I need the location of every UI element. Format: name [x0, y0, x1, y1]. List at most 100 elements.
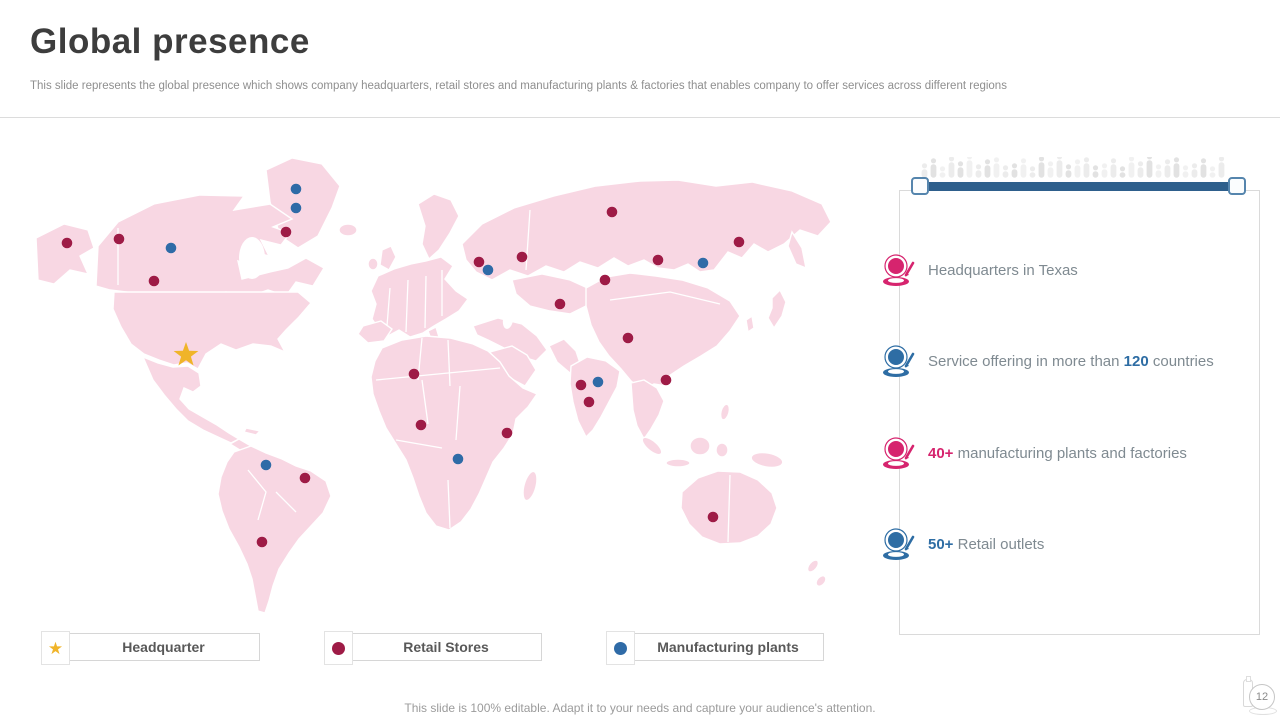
manufacturing-plant-marker	[290, 183, 302, 195]
crowd-silhouette-decoration	[921, 157, 1239, 183]
retail-store-marker	[652, 254, 664, 266]
manufacturing-plant-marker	[290, 202, 302, 214]
person-silhouette-icon	[1218, 157, 1225, 183]
person-silhouette-icon	[921, 163, 928, 183]
person-silhouette-icon	[1029, 165, 1036, 183]
retail-store-marker	[660, 374, 672, 386]
legend-headquarter-label: Headquarter	[122, 639, 205, 655]
legend-headquarter: ★ Headquarter	[41, 631, 260, 665]
fact-text: Service offering in more than 120 countr…	[928, 352, 1214, 370]
person-silhouette-icon	[1182, 165, 1189, 183]
retail-store-marker	[583, 396, 595, 408]
fact-headquarters: Headquarters in Texas	[881, 250, 1078, 290]
retail-store-marker	[599, 274, 611, 286]
location-pin-icon	[881, 253, 917, 287]
location-pin-icon	[881, 436, 917, 470]
retail-store-marker	[299, 472, 311, 484]
person-silhouette-icon	[975, 164, 982, 183]
location-pin-icon	[881, 344, 917, 378]
manufacturing-plant-marker	[482, 264, 494, 276]
manufacturing-plant-marker	[260, 459, 272, 471]
retail-store-marker	[501, 427, 513, 439]
page-title: Global presence	[30, 22, 310, 61]
person-silhouette-icon	[957, 161, 964, 183]
panel-slider-bar	[921, 182, 1239, 191]
slider-handle-left	[911, 177, 929, 195]
person-silhouette-icon	[984, 159, 991, 183]
retail-store-marker	[61, 237, 73, 249]
manufacturing-plant-marker	[592, 376, 604, 388]
fact-text: Headquarters in Texas	[928, 261, 1078, 279]
person-silhouette-icon	[1128, 157, 1135, 183]
person-silhouette-icon	[1191, 163, 1198, 183]
person-silhouette-icon	[1137, 161, 1144, 183]
retail-store-marker	[516, 251, 528, 263]
person-silhouette-icon	[1065, 164, 1072, 183]
fact-text: 50+ Retail outlets	[928, 535, 1045, 553]
legend-headquarter-iconcell: ★	[41, 631, 70, 665]
legend-manufacturing-iconcell	[606, 631, 635, 665]
legend-retail-stores: Retail Stores	[324, 631, 542, 665]
person-silhouette-icon	[1020, 158, 1027, 183]
person-silhouette-icon	[993, 157, 1000, 183]
location-pin-icon	[881, 527, 917, 561]
person-silhouette-icon	[1056, 157, 1063, 183]
footer-note: This slide is 100% editable. Adapt it to…	[404, 701, 876, 715]
fact-countries: Service offering in more than 120 countr…	[881, 341, 1214, 381]
retail-store-marker	[280, 226, 292, 238]
retail-dot-icon	[332, 641, 345, 655]
map-markers	[61, 183, 745, 548]
person-silhouette-icon	[948, 157, 955, 183]
person-silhouette-icon	[1164, 159, 1171, 183]
retail-store-marker	[408, 368, 420, 380]
retail-store-marker	[473, 256, 485, 268]
retail-store-marker	[622, 332, 634, 344]
retail-store-marker	[415, 419, 427, 431]
person-silhouette-icon	[1119, 165, 1126, 183]
continents	[35, 157, 832, 614]
country-borders	[117, 209, 731, 543]
manufacturing-dot-icon	[614, 641, 627, 655]
manufacturing-plant-marker	[165, 242, 177, 254]
person-silhouette-icon	[1101, 163, 1108, 183]
legend-retail-label: Retail Stores	[403, 639, 489, 655]
retail-store-marker	[707, 511, 719, 523]
retail-store-marker	[733, 236, 745, 248]
retail-store-marker	[606, 206, 618, 218]
person-silhouette-icon	[1083, 157, 1090, 183]
legend-manufacturing: Manufacturing plants	[606, 631, 824, 665]
fact-plants: 40+ manufacturing plants and factories	[881, 433, 1187, 473]
person-silhouette-icon	[1038, 157, 1045, 183]
header-divider	[0, 117, 1280, 118]
manufacturing-plant-marker	[697, 257, 709, 269]
manufacturing-plant-marker	[452, 453, 464, 465]
person-silhouette-icon	[1146, 157, 1153, 183]
legend-manufacturing-label: Manufacturing plants	[657, 639, 799, 655]
person-silhouette-icon	[1209, 165, 1216, 183]
person-silhouette-icon	[1047, 161, 1054, 183]
slider-handle-right	[1228, 177, 1246, 195]
retail-store-marker	[575, 379, 587, 391]
person-silhouette-icon	[1110, 158, 1117, 183]
world-map	[35, 157, 832, 614]
headquarter-star-marker	[173, 342, 199, 366]
star-icon: ★	[47, 638, 64, 658]
retail-store-marker	[148, 275, 160, 287]
person-silhouette-icon	[966, 157, 973, 183]
retail-store-marker	[554, 298, 566, 310]
person-silhouette-icon	[930, 158, 937, 183]
person-silhouette-icon	[1173, 157, 1180, 183]
person-silhouette-icon	[1011, 163, 1018, 183]
person-silhouette-icon	[1200, 158, 1207, 183]
person-silhouette-icon	[1074, 159, 1081, 183]
person-silhouette-icon	[1002, 165, 1009, 183]
retail-store-marker	[256, 536, 268, 548]
legend-retail-iconcell	[324, 631, 353, 665]
fact-retail-outlets: 50+ Retail outlets	[881, 524, 1044, 564]
person-silhouette-icon	[939, 165, 946, 183]
page-number-badge: 12	[1249, 684, 1275, 710]
fact-text: 40+ manufacturing plants and factories	[928, 444, 1187, 462]
retail-store-marker	[113, 233, 125, 245]
slide-subtitle: This slide represents the global presenc…	[30, 80, 1007, 92]
